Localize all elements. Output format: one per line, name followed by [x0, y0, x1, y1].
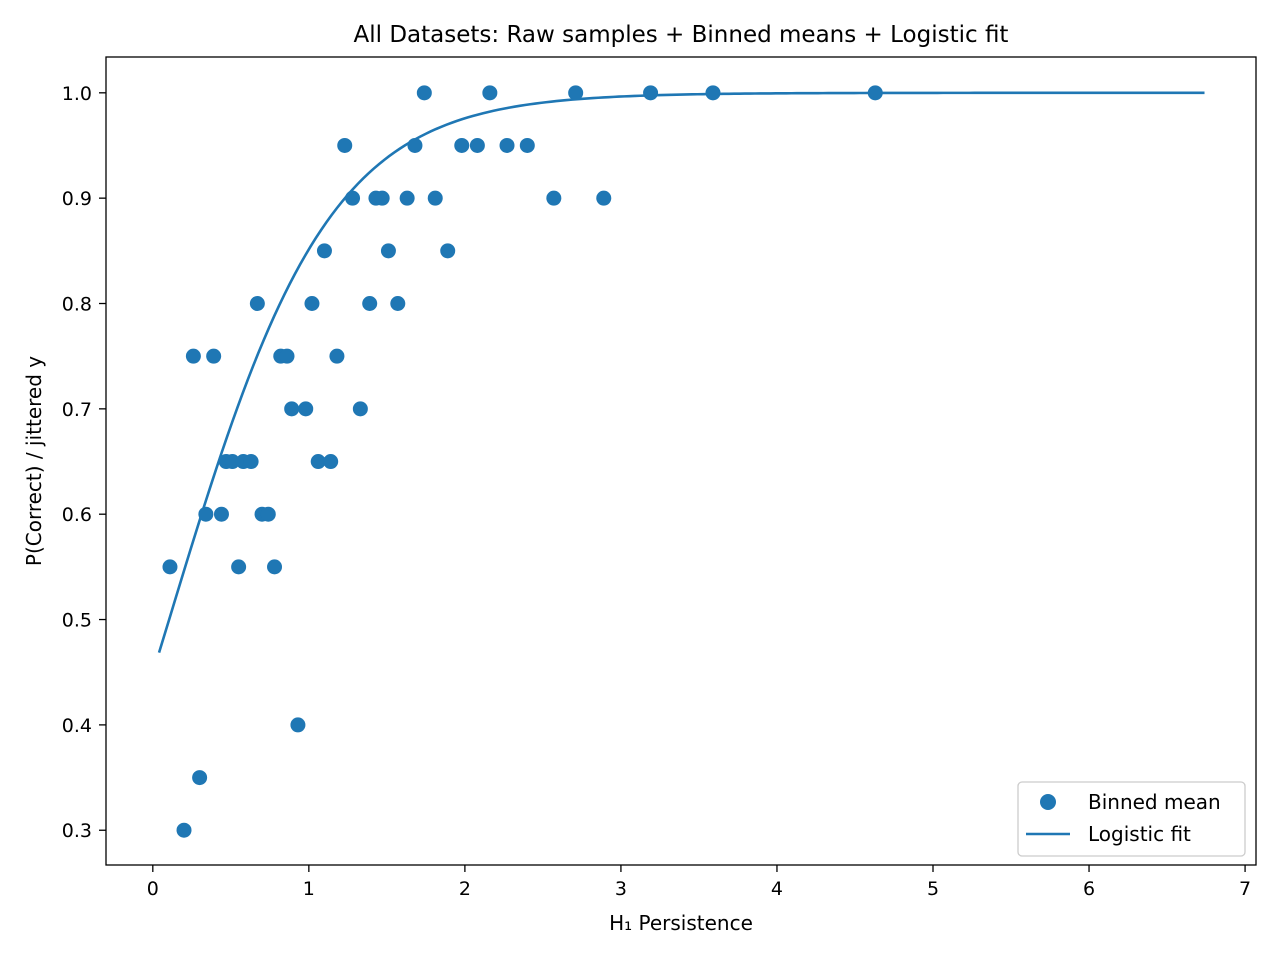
x-tick-label: 0: [147, 878, 159, 900]
data-point: [643, 85, 659, 101]
y-axis-ticks: 0.3 0.4 0.5 0.6 0.7 0.8 0.9 1.0: [62, 83, 106, 842]
y-tick-label: 0.5: [62, 610, 92, 632]
data-point: [469, 137, 485, 153]
data-point: [352, 401, 368, 417]
y-tick-label: 1.0: [62, 83, 92, 105]
x-tick-label: 3: [615, 878, 627, 900]
data-point: [427, 190, 443, 206]
data-point: [198, 506, 214, 522]
y-axis-label: P(Correct) / jittered y: [22, 356, 46, 566]
y-tick-label: 0.9: [62, 188, 92, 210]
x-tick-label: 6: [1083, 878, 1095, 900]
y-tick-label: 0.7: [62, 399, 92, 421]
data-point: [304, 296, 320, 312]
data-point: [596, 190, 612, 206]
data-point: [267, 559, 283, 575]
data-point: [249, 296, 265, 312]
x-tick-label: 7: [1239, 878, 1251, 900]
data-point: [162, 559, 178, 575]
data-point: [867, 85, 883, 101]
data-point: [298, 401, 314, 417]
legend-marker-binned-mean: [1040, 794, 1056, 810]
data-point: [374, 190, 390, 206]
data-point: [310, 454, 326, 470]
data-point: [499, 137, 515, 153]
data-point: [329, 348, 345, 364]
data-point: [206, 348, 222, 364]
legend-label-logistic-fit: Logistic fit: [1088, 822, 1191, 846]
plot-frame: [105, 56, 1257, 866]
data-point: [482, 85, 498, 101]
chart-title: All Datasets: Raw samples + Binned means…: [354, 22, 1009, 48]
y-tick-label: 0.4: [62, 715, 92, 737]
data-point: [192, 770, 208, 786]
x-axis-label: H₁ Persistence: [609, 911, 753, 935]
data-point: [399, 190, 415, 206]
y-tick-label: 0.3: [62, 820, 92, 842]
data-point: [279, 348, 295, 364]
data-point: [185, 348, 201, 364]
data-point: [345, 190, 361, 206]
y-tick-label: 0.6: [62, 504, 92, 526]
logistic-fit-line: [157, 91, 1205, 654]
x-axis-ticks: 0 1 2 3 4 5 6 7: [147, 865, 1251, 900]
data-point: [213, 506, 229, 522]
data-point: [284, 401, 300, 417]
x-tick-label: 1: [303, 878, 315, 900]
data-point: [260, 506, 276, 522]
data-point: [380, 243, 396, 259]
scatter-points: [162, 85, 883, 838]
legend-box: [1017, 781, 1246, 857]
data-point: [416, 85, 432, 101]
data-point: [243, 454, 259, 470]
data-point: [362, 296, 378, 312]
data-point: [224, 454, 240, 470]
data-point: [568, 85, 584, 101]
legend: Binned mean Logistic fit: [1017, 781, 1246, 857]
data-point: [705, 85, 721, 101]
x-tick-label: 5: [927, 878, 939, 900]
data-point: [290, 717, 306, 733]
data-point: [323, 454, 339, 470]
data-point: [337, 137, 353, 153]
data-point: [519, 137, 535, 153]
x-tick-label: 4: [771, 878, 783, 900]
data-point: [407, 137, 423, 153]
data-point: [176, 822, 192, 838]
data-point: [454, 137, 470, 153]
data-point: [231, 559, 247, 575]
x-tick-label: 2: [459, 878, 471, 900]
data-point: [390, 296, 406, 312]
y-tick-label: 0.8: [62, 294, 92, 316]
legend-label-binned-mean: Binned mean: [1088, 790, 1221, 814]
data-point: [546, 190, 562, 206]
data-point: [316, 243, 332, 259]
data-point: [440, 243, 456, 259]
